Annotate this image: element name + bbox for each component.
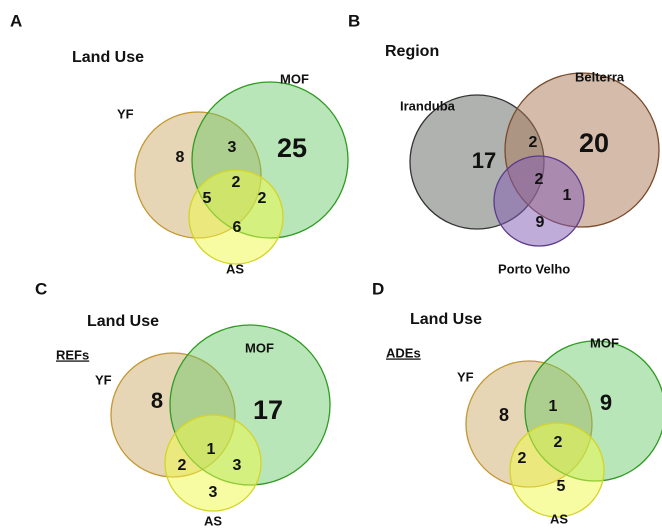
panel-b: B Region Iranduba Belterra Porto Velho 1… [348,11,660,276]
region-count: 1 [563,187,572,204]
region-count: 9 [536,214,545,231]
panel-letter: B [348,11,360,30]
set-label: Iranduba [400,98,456,113]
set-label: AS [226,261,244,276]
region-count: 3 [233,457,242,474]
region-count: 2 [232,174,241,191]
region-count: 9 [600,390,612,415]
region-count: 3 [209,484,218,501]
region-count: 2 [554,434,563,451]
region-count: 17 [253,395,283,425]
panel-letter: C [35,279,47,298]
set-label: MOF [245,340,274,355]
region-count: 3 [228,139,237,156]
set-circle [509,422,605,518]
region-count: 17 [472,148,496,173]
region-count: 6 [233,219,242,236]
region-count: 25 [277,133,307,163]
region-count: 2 [518,450,527,467]
region-count: 5 [203,190,212,207]
set-label: AS [204,513,222,528]
set-label: Belterra [575,69,625,84]
panel-letter: A [10,11,22,30]
panel-c: C Land Use REFs YF MOF AS 8 17 1 2 3 3 [35,279,331,528]
region-count: 5 [557,478,566,495]
region-count: 2 [178,457,187,474]
panel-title: Region [385,43,439,60]
panel-letter: D [372,279,384,298]
panel-subtitle: ADEs [386,345,421,360]
panel-title: Land Use [410,311,482,328]
set-label: YF [457,369,474,384]
region-count: 8 [499,405,509,425]
set-circle [164,414,262,512]
set-label: Porto Velho [498,261,570,276]
set-label: YF [95,372,112,387]
region-count: 1 [549,398,558,415]
region-count: 2 [529,134,538,151]
region-count: 8 [151,388,163,413]
panel-title: Land Use [87,313,159,330]
set-label: MOF [280,71,309,86]
region-count: 8 [176,149,185,166]
set-circle [188,169,284,265]
set-label: AS [550,511,568,526]
set-label: MOF [590,335,619,350]
set-circle [493,155,585,247]
panel-a: A Land Use YF MOF AS 8 3 25 2 5 2 6 [10,11,349,276]
region-count: 20 [579,128,609,158]
panel-d: D Land Use ADEs YF MOF AS 8 1 9 2 2 5 [372,279,662,526]
region-count: 2 [535,171,544,188]
region-count: 2 [258,190,267,207]
set-label: YF [117,106,134,121]
panel-title: Land Use [72,49,144,66]
region-count: 1 [207,441,216,458]
panel-subtitle: REFs [56,347,89,362]
